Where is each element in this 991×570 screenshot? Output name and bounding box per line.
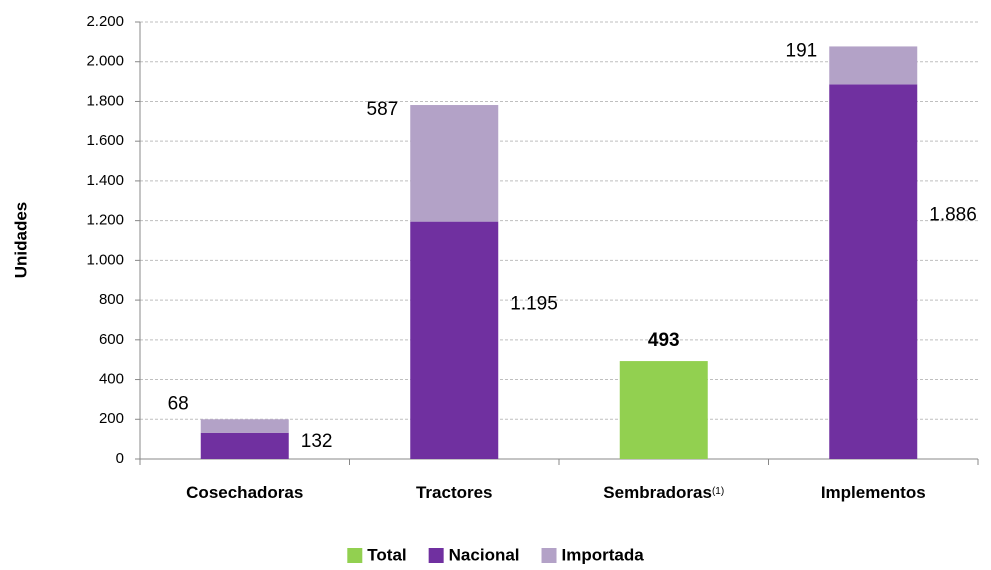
category-footnote: (1) — [712, 486, 724, 497]
x-tick-label: Cosechadoras — [186, 483, 303, 502]
x-tick-label: Sembradoras(1) — [603, 483, 724, 502]
bar-segment — [200, 432, 289, 459]
y-tick-label: 800 — [99, 291, 124, 308]
category-name: Cosechadoras — [186, 483, 303, 502]
y-tick-label: 2.000 — [86, 53, 124, 70]
legend-label: Importada — [562, 545, 645, 564]
x-tick-label: Implementos — [821, 483, 926, 502]
category-name: Implementos — [821, 483, 926, 502]
y-tick-label: 0 — [116, 450, 124, 467]
y-tick-label: 1.600 — [86, 132, 124, 149]
bar-segment — [410, 105, 499, 222]
y-tick-label: 600 — [99, 331, 124, 348]
bar-segment — [829, 46, 918, 85]
legend-label: Total — [367, 545, 406, 564]
y-tick-label: 1.800 — [86, 92, 124, 109]
legend-label: Nacional — [449, 545, 520, 564]
y-tick-label: 1.200 — [86, 212, 124, 229]
bar-segment — [619, 361, 708, 459]
y-tick-label: 2.200 — [86, 13, 124, 30]
legend-swatch — [428, 548, 444, 563]
data-label: 493 — [648, 330, 680, 351]
x-tick-label: Tractores — [416, 483, 493, 502]
y-axis-label: Unidades — [11, 202, 30, 279]
y-tick-label: 200 — [99, 410, 124, 427]
bar-segment — [200, 419, 289, 433]
bar-segment — [410, 221, 499, 459]
bar-segment — [829, 84, 918, 459]
y-tick-label: 1.400 — [86, 172, 124, 189]
data-label: 1.886 — [929, 205, 977, 226]
data-label: 68 — [168, 393, 189, 414]
data-label: 587 — [367, 99, 399, 120]
data-label: 1.195 — [510, 294, 558, 315]
category-name: Sembradoras — [603, 483, 712, 502]
y-tick-label: 400 — [99, 371, 124, 388]
legend-swatch — [541, 548, 557, 563]
y-tick-label: 1.000 — [86, 251, 124, 268]
category-name: Tractores — [416, 483, 493, 502]
data-label: 191 — [786, 40, 818, 61]
legend-swatch — [347, 548, 363, 563]
data-label: 132 — [301, 431, 333, 452]
